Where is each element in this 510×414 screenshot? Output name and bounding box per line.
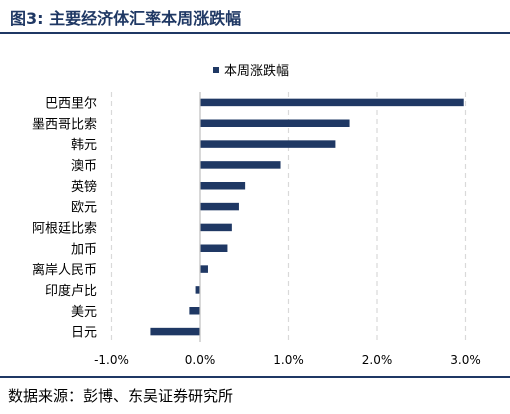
chart-area: -1.0% 0.0% 1.0% 2.0% 3.0% 巴西里尔墨西哥比索韩元澳币英镑欧元阿… — [0, 34, 510, 376]
legend: 本周涨跌幅 — [213, 63, 289, 79]
category-label-7: 加币 — [71, 242, 97, 257]
bar-5 — [200, 202, 239, 211]
x-tick-label-4: 3.0% — [450, 353, 481, 367]
bar-9 — [195, 286, 200, 294]
bar-11 — [150, 327, 200, 336]
category-label-0: 巴西里尔 — [45, 96, 97, 111]
grid-layer — [110, 92, 467, 342]
source-note: 数据来源：彭博、东吴证券研究所 — [8, 387, 234, 405]
bar-layer — [150, 98, 464, 336]
figure-title: 图3: 主要经济体汇率本周涨跌幅 — [10, 9, 242, 28]
x-tick-label-1: 0.0% — [185, 353, 216, 367]
x-tick-label-2: 1.0% — [273, 353, 304, 367]
bar-3 — [200, 161, 281, 169]
legend-swatch — [213, 67, 219, 73]
legend-label: 本周涨跌幅 — [224, 63, 289, 79]
bar-0 — [200, 98, 464, 107]
category-label-1: 墨西哥比索 — [32, 117, 97, 132]
category-label-3: 澳币 — [71, 158, 97, 174]
bar-1 — [200, 119, 350, 127]
bar-4 — [200, 182, 246, 190]
bar-2 — [200, 140, 336, 148]
category-label-11: 日元 — [71, 326, 97, 341]
category-label-9: 印度卢比 — [45, 283, 97, 299]
bar-7 — [200, 244, 228, 252]
bar-6 — [200, 223, 232, 232]
category-label-8: 离岸人民币 — [32, 262, 97, 278]
axis-layer: -1.0% 0.0% 1.0% 2.0% 3.0% — [94, 92, 481, 367]
category-label-6: 阿根廷比索 — [32, 221, 97, 236]
category-label-10: 美元 — [71, 305, 97, 320]
exchange-rate-bar-chart: -1.0% 0.0% 1.0% 2.0% 3.0% 巴西里尔墨西哥比索韩元澳币英镑欧元阿… — [32, 63, 481, 367]
category-label-4: 英镑 — [71, 179, 97, 195]
bar-8 — [200, 265, 208, 273]
category-label-2: 韩元 — [71, 138, 97, 153]
bar-10 — [189, 307, 200, 315]
x-tick-label-3: 2.0% — [362, 353, 393, 367]
x-tick-label-0: -1.0% — [94, 353, 129, 367]
title-bar: 图3: 主要经济体汇率本周涨跌幅 — [0, 0, 510, 34]
source-bar: 数据来源：彭博、东吴证券研究所 — [0, 376, 510, 414]
category-label-5: 欧元 — [71, 201, 97, 216]
